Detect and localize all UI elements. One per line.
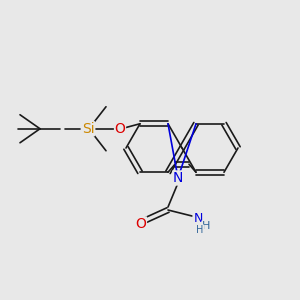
Text: N: N <box>173 171 183 185</box>
Text: H: H <box>196 225 204 235</box>
Text: N: N <box>193 212 203 224</box>
Text: Si: Si <box>82 122 94 136</box>
Text: O: O <box>115 122 125 136</box>
Text: O: O <box>136 217 146 231</box>
Text: H: H <box>202 221 210 231</box>
